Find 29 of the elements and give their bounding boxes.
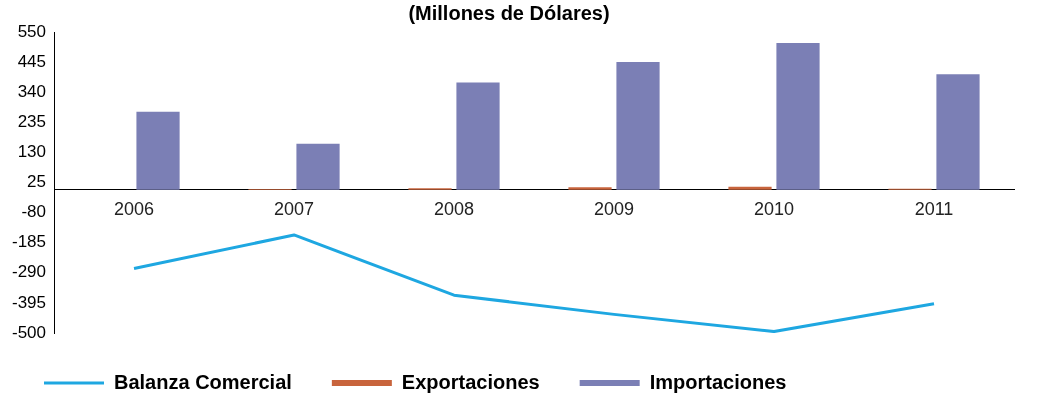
y-tick-label: -80 [21,202,47,222]
y-tick-label: 550 [17,21,47,41]
y-tick-label: 130 [17,142,47,162]
y-tick-label: -185 [11,232,47,252]
legend-label: Importaciones [649,370,787,393]
bar [936,74,980,190]
bar [456,82,500,190]
x-tick-label: 2008 [433,199,475,220]
y-tick-label: 235 [17,111,47,131]
y-tick-label: -395 [11,292,47,312]
x-tick-label: 2009 [593,199,635,220]
bar [136,111,180,190]
bar [568,187,612,190]
y-tick-label: -500 [11,322,47,342]
bar [616,62,660,190]
legend-label: Exportaciones [401,370,540,393]
x-tick-label: 2011 [914,199,954,220]
x-tick-label: 2010 [753,199,795,220]
bar [776,42,820,190]
legend-label: Balanza Comercial [114,370,292,393]
y-tick-label: 25 [27,172,47,192]
bar [728,186,772,190]
x-tick-label: 2007 [274,199,315,220]
bar [296,143,340,190]
chart-title: (Millones de Dólares) [408,1,610,24]
x-tick-label: 2006 [114,199,155,220]
y-tick-label: -290 [11,262,47,282]
y-tick-label: 445 [17,51,47,71]
y-tick-label: 340 [17,81,47,101]
